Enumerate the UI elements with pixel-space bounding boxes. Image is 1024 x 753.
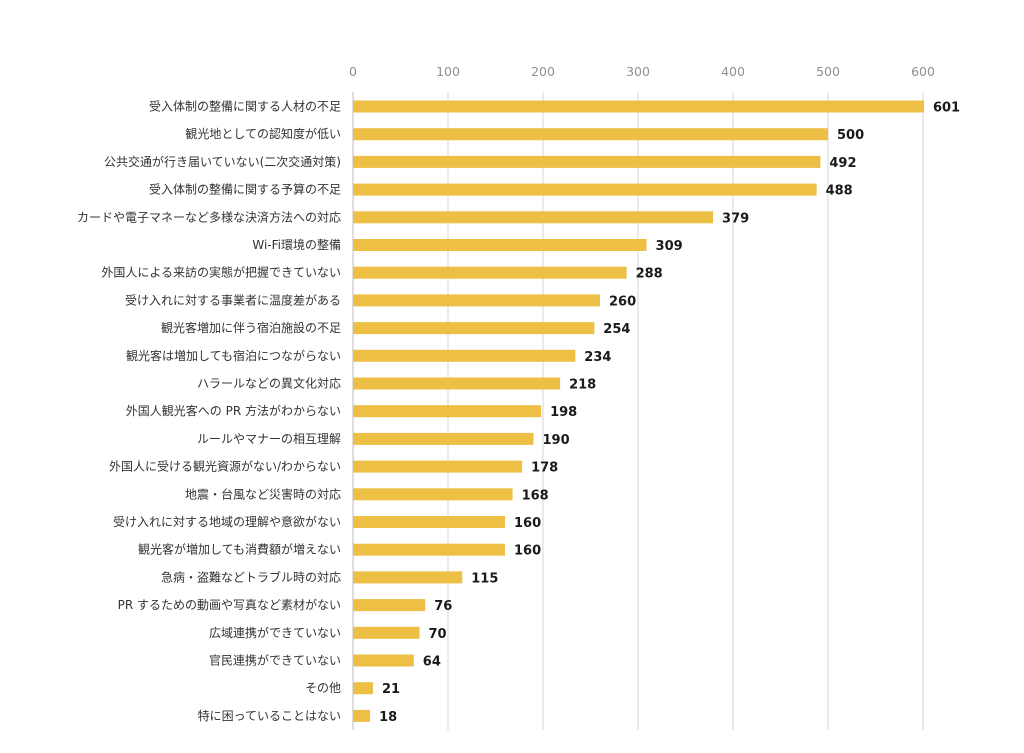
category-label: その他 [305,681,341,695]
category-label: 外国人による来訪の実態が把握できていない [101,265,341,280]
category-label: 観光地としての認知度が低い [185,126,341,141]
data-label: 234 [584,350,611,365]
category-labels: 受入体制の整備に関する人材の不足観光地としての認知度が低い公共交通が行き届いてい… [77,99,341,723]
data-label: 601 [933,101,960,116]
bar [353,211,714,224]
data-label: 254 [603,322,630,337]
x-tick-label: 100 [436,64,460,79]
data-label: 178 [531,461,558,476]
bar [353,626,420,639]
category-label: 広域連携ができていない [209,625,341,640]
bar [353,709,371,722]
data-label: 500 [837,128,864,143]
x-tick-label: 300 [626,64,650,79]
bar [353,654,414,667]
bar [353,128,828,141]
data-label: 70 [429,627,447,642]
data-label: 18 [379,710,397,725]
data-label: 21 [382,682,400,697]
data-label: 160 [514,516,541,531]
data-label: 160 [514,544,541,559]
category-label: 特に困っていることはない [198,708,341,723]
data-label: 260 [609,294,636,309]
category-label: ルールやマナーの相互理解 [197,432,341,446]
category-label: 観光客増加に伴う宿泊施設の不足 [161,320,341,335]
bar [353,183,817,196]
x-tick-label: 0 [349,64,357,79]
data-label: 218 [569,378,596,393]
bar [353,239,647,251]
bar [353,599,426,612]
category-label: Wi-Fi環境の整備 [252,237,341,252]
bars [353,100,924,722]
x-tick-label: 200 [531,64,555,79]
bar [353,432,534,445]
bar [353,322,595,335]
category-label: 外国人観光客への PR 方法がわからない [126,403,341,418]
data-label: 379 [722,211,749,226]
grid-layer [352,92,924,730]
bar [353,100,924,113]
bar [353,294,600,307]
category-label: 公共交通が行き届いていない(二次交通対策) [104,154,341,169]
category-label: 外国人に受ける観光資源がない/わからない [109,459,341,474]
x-axis-ticks: 0 100 200 300 400 500 600 [349,64,935,79]
category-label: 急病・盗難などトラブル時の対応 [161,569,341,584]
bar [353,543,505,556]
bar [353,266,627,279]
bar [353,488,513,501]
category-label: カードや電子マネーなど多様な決済方法への対応 [77,209,341,224]
category-label: 観光客は増加しても宿泊につながらない [126,348,341,363]
x-tick-label: 400 [721,64,745,79]
data-label: 488 [826,184,853,199]
bar [353,571,463,584]
category-label: 受入体制の整備に関する予算の不足 [149,182,341,197]
category-label: 受入体制の整備に関する人材の不足 [149,99,341,114]
x-tick-label: 500 [816,64,840,79]
bar [353,155,821,168]
category-label: 観光客が増加しても消費額が増えない [138,542,341,557]
data-label: 76 [434,599,452,614]
category-label: PR するための動画や写真など素材がない [118,597,341,612]
bar [353,682,373,695]
bar [353,349,576,362]
category-label: 官民連携ができていない [209,653,341,668]
data-label: 115 [471,571,498,586]
category-label: 受け入れに対する事業者に温度差がある [125,292,341,307]
bar [353,516,505,528]
data-label: 168 [522,488,549,503]
data-label: 309 [656,239,683,254]
data-label: 190 [543,433,570,448]
category-label: 受け入れに対する地域の理解や意欲がない [113,514,341,529]
data-label: 64 [423,655,441,670]
category-label: ハラールなどの異文化対応 [197,376,341,391]
x-tick-label: 600 [911,64,935,79]
bar [353,460,523,473]
data-label: 198 [550,405,577,420]
bar [353,405,542,418]
data-label: 492 [829,156,856,171]
bar [353,377,561,390]
data-label: 288 [636,267,663,282]
category-label: 地震・台風など災害時の対応 [185,486,341,501]
